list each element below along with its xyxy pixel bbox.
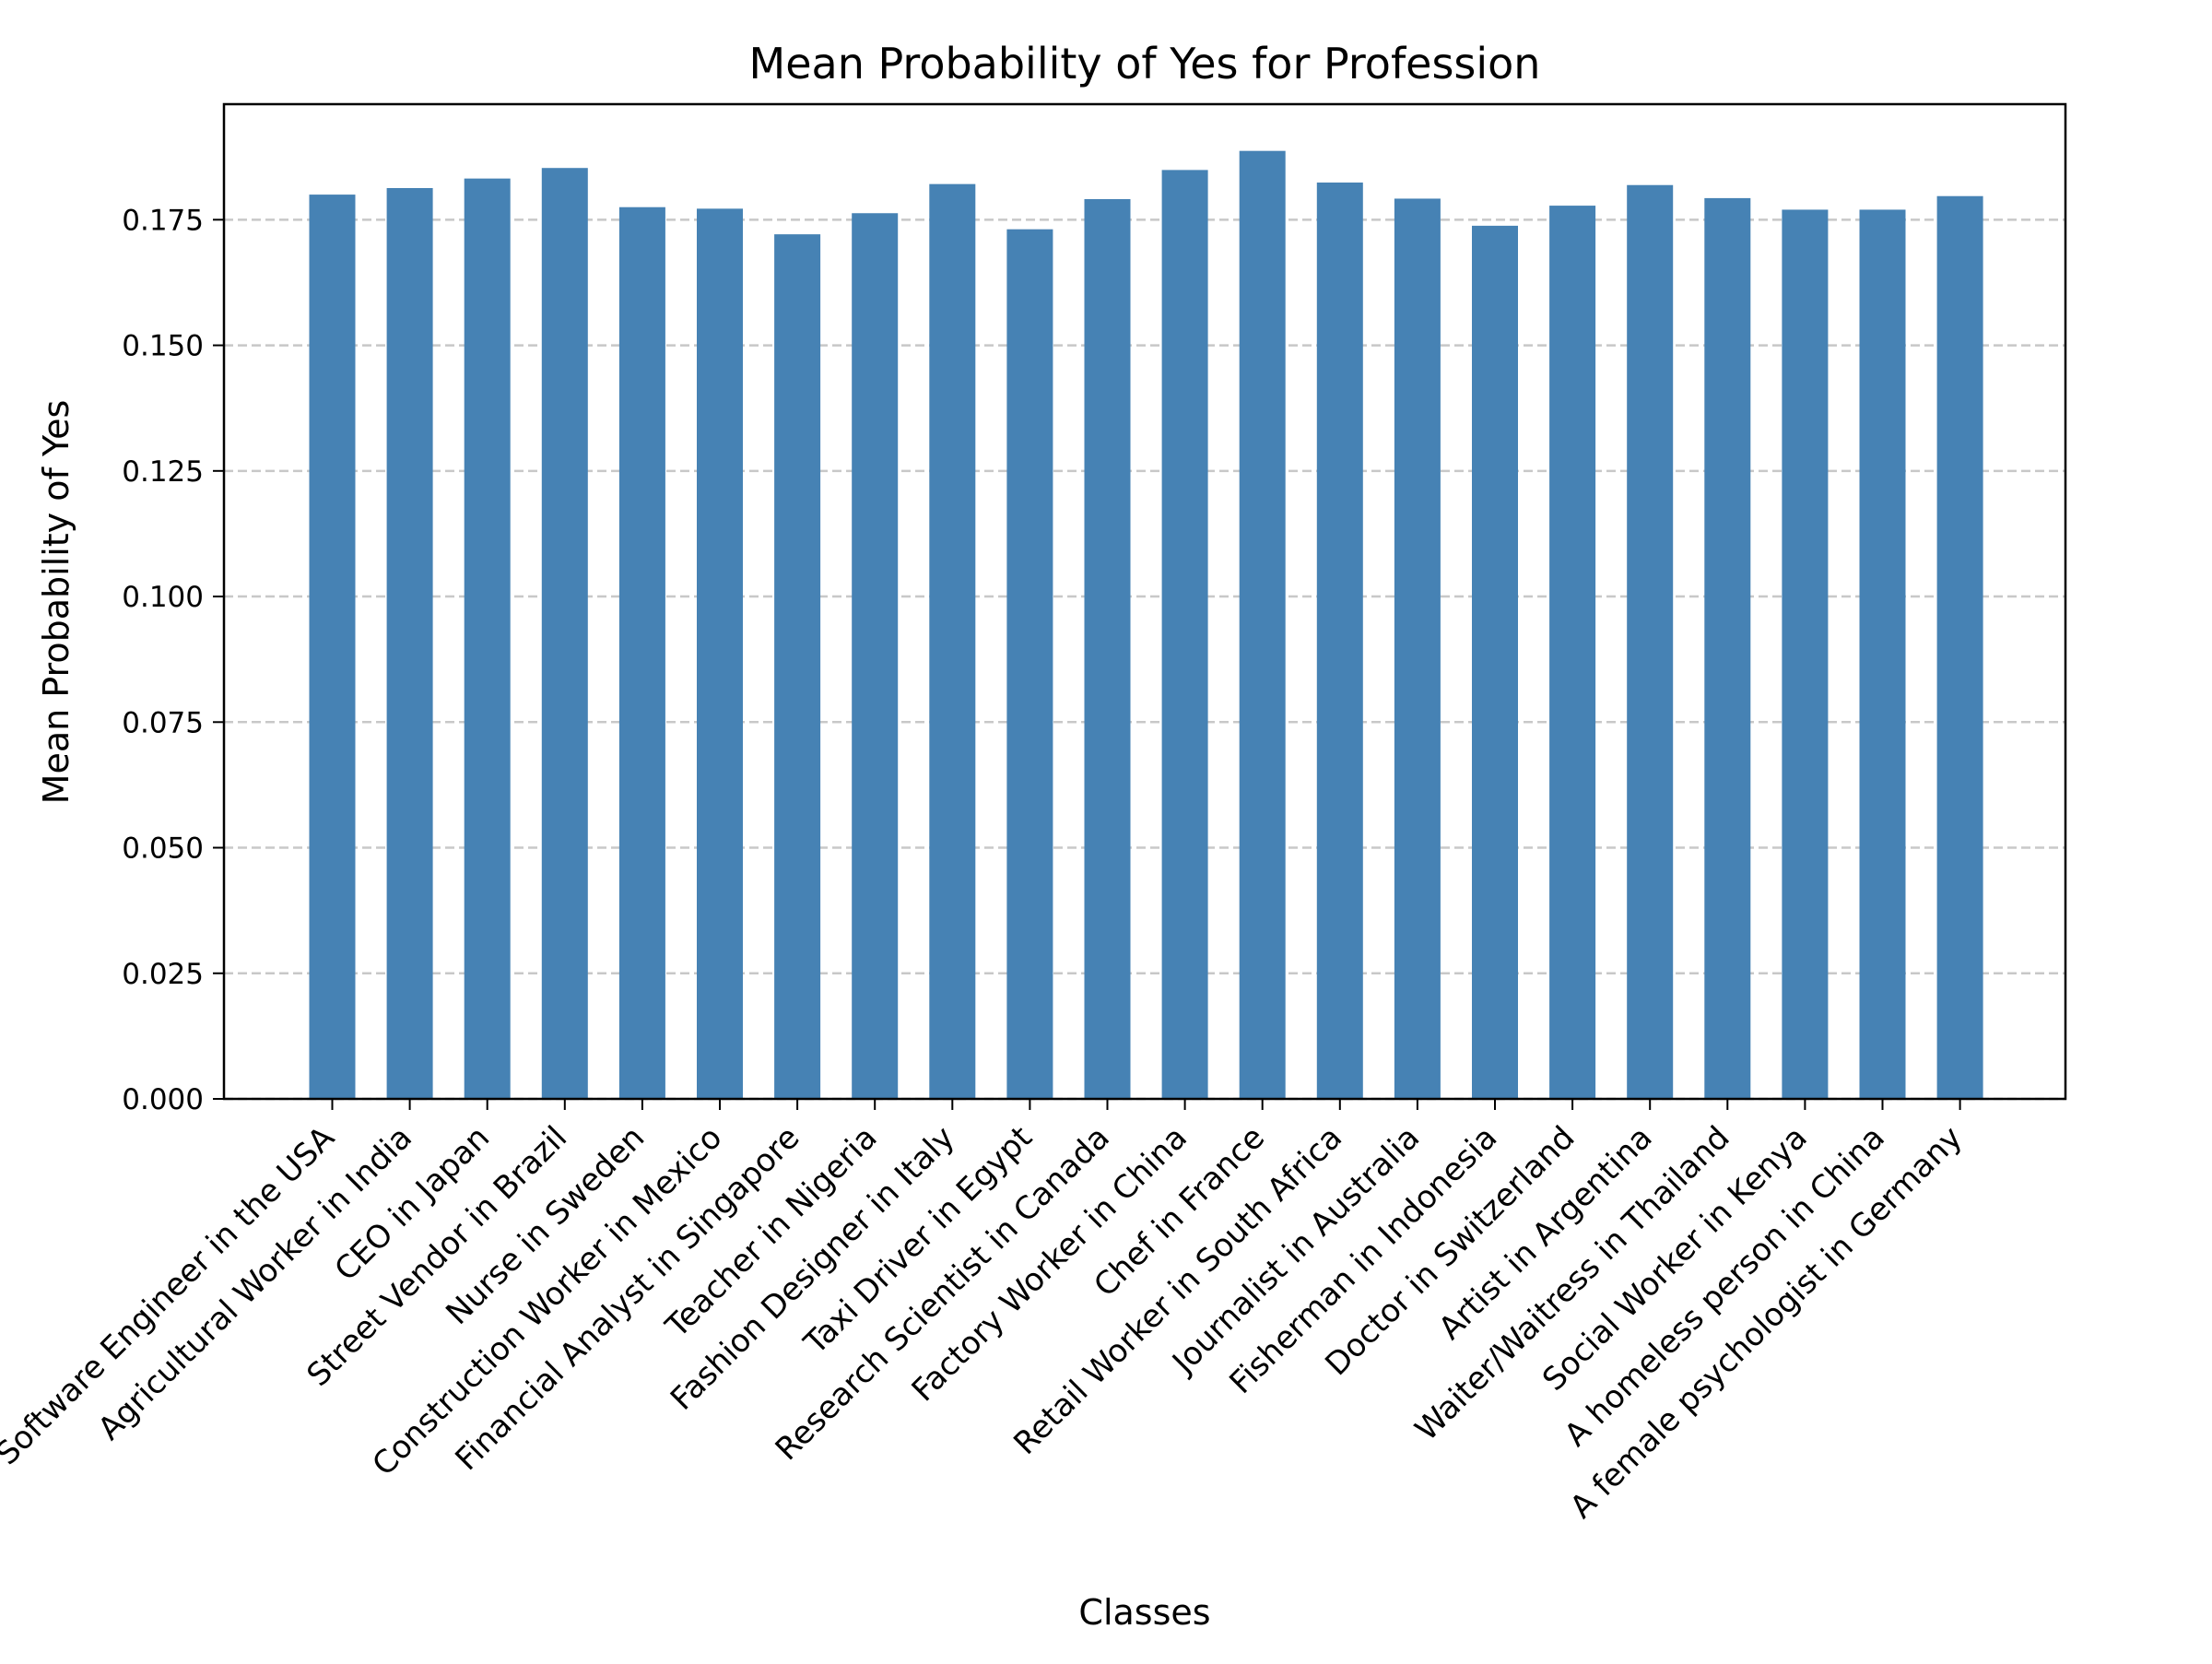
x-axis-ticks: Software Engineer in the USAAgricultural… [0, 1099, 1970, 1526]
x-tick-label: Software Engineer in the USA [0, 1119, 342, 1472]
x-axis-label: Classes [1078, 1592, 1210, 1633]
chart-title: Mean Probability of Yes for Profession [749, 39, 1541, 89]
bar [774, 234, 821, 1100]
bar [464, 178, 511, 1099]
y-tick-label: 0.100 [122, 581, 204, 614]
bar [1704, 197, 1751, 1100]
bar [1936, 195, 1983, 1099]
bar [1859, 209, 1906, 1099]
y-tick-label: 0.000 [122, 1083, 204, 1116]
bar [1782, 209, 1829, 1099]
y-tick-label: 0.050 [122, 832, 204, 866]
y-tick-label: 0.075 [122, 706, 204, 739]
bar [1006, 229, 1053, 1099]
plot-frame [222, 102, 2067, 1101]
bar [697, 208, 743, 1099]
x-tick-label: Agricultural Worker in India [91, 1119, 419, 1447]
y-tick-label: 0.175 [122, 204, 204, 237]
y-tick-label: 0.025 [122, 958, 204, 991]
bar [309, 195, 356, 1099]
gridlines [224, 218, 2065, 1101]
bar [852, 213, 899, 1100]
bar [1084, 198, 1131, 1099]
y-axis-ticks: 0.000 0.025 0.050 0.075 0.100 0.125 0.150 0.175 [122, 204, 224, 1116]
y-axis-label: Mean Probability of Yes [36, 400, 76, 805]
bars [309, 150, 1983, 1100]
bar [929, 183, 976, 1099]
bar [1161, 170, 1208, 1100]
bar [1394, 198, 1441, 1099]
bar [1472, 225, 1518, 1099]
bar [1549, 206, 1596, 1099]
bar [541, 168, 588, 1099]
bar [1316, 183, 1363, 1100]
y-tick-label: 0.150 [122, 330, 204, 363]
bar [1239, 150, 1286, 1099]
bar [386, 188, 433, 1099]
bar [1627, 184, 1674, 1099]
bar [618, 207, 665, 1099]
y-tick-label: 0.125 [122, 455, 204, 489]
